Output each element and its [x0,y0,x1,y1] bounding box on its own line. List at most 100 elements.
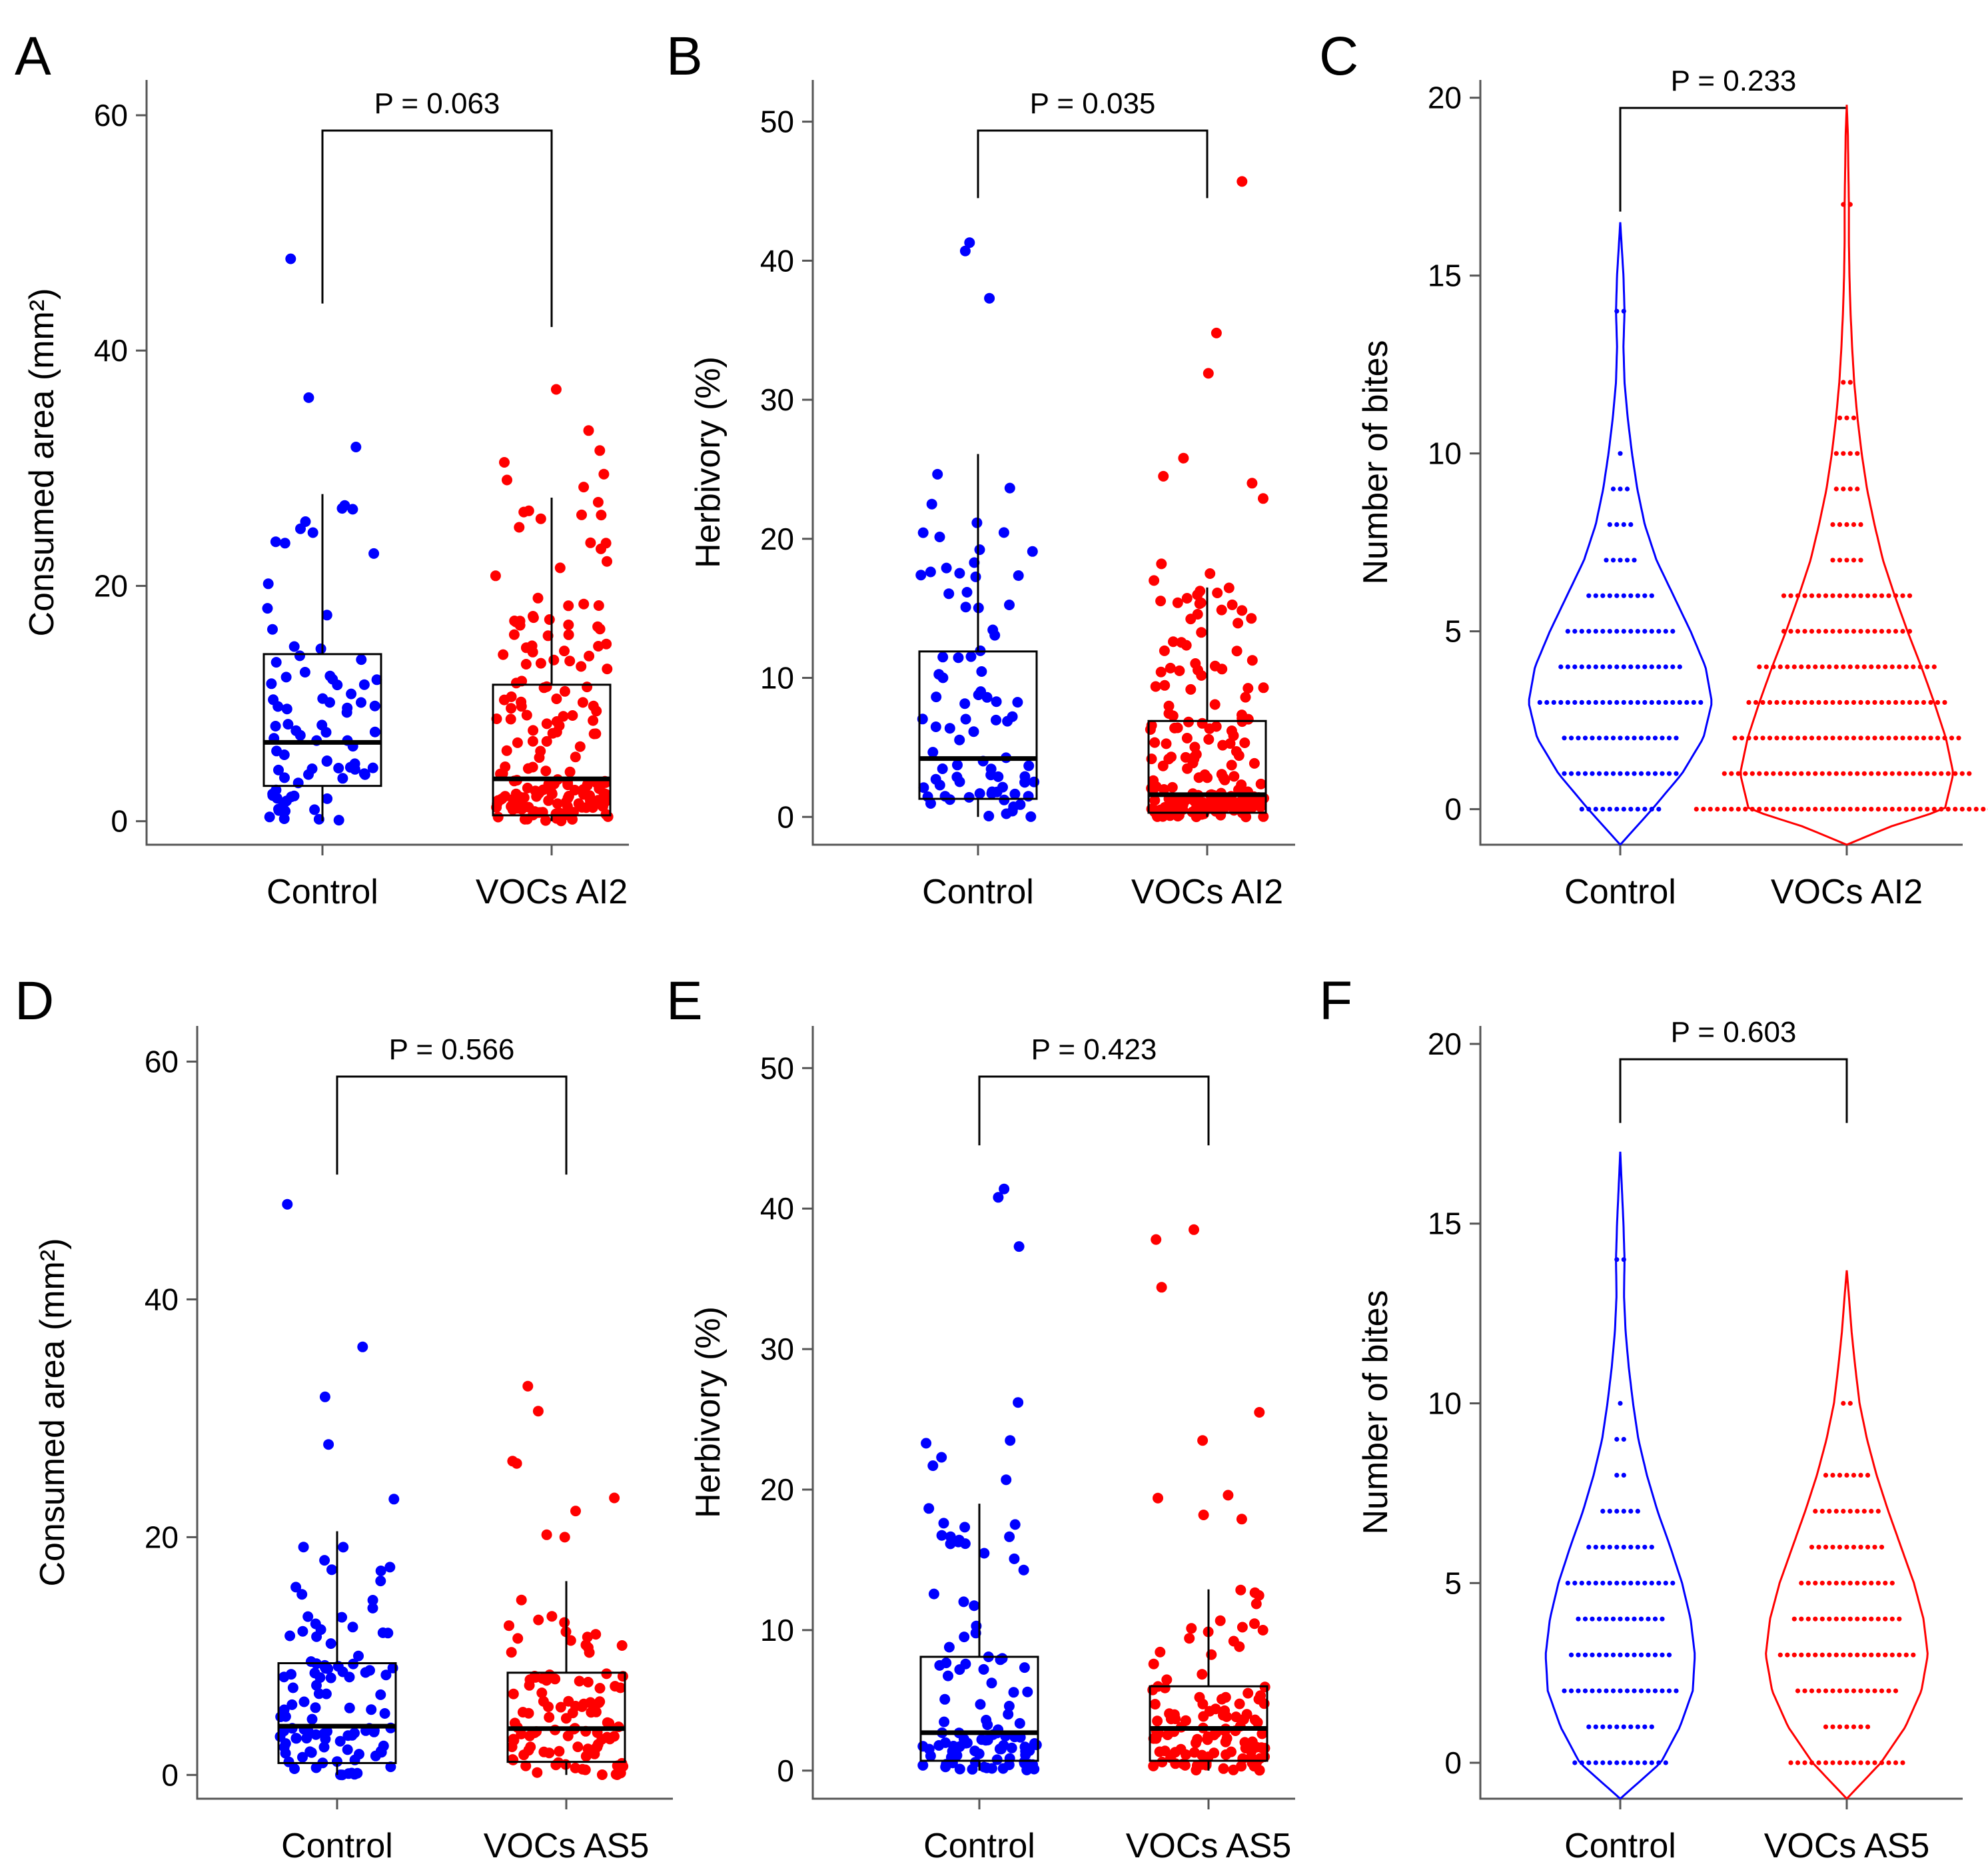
data-point [959,245,971,256]
data-point [1670,1580,1676,1586]
data-point [1596,1688,1602,1693]
data-point [927,747,939,758]
data-point [1851,1688,1857,1693]
data-point [1886,593,1891,598]
data-point [1237,605,1248,616]
data-point [1841,486,1846,492]
data-point [1879,593,1885,598]
data-point [1239,737,1250,748]
data-point [1192,609,1203,620]
data-point [319,1661,330,1673]
plot-area [262,253,614,827]
data-point [1576,771,1581,776]
data-point [310,1618,321,1630]
x-category-label: Control [266,873,378,911]
data-point [1855,1616,1860,1622]
data-point [596,1769,608,1780]
data-point [498,649,509,660]
data-point [1809,735,1815,741]
data-point [1925,807,1930,812]
data-point [1865,1472,1871,1478]
data-point [282,1198,293,1210]
y-tick-label: 40 [145,1282,179,1316]
data-point [1586,1760,1592,1765]
data-point [1607,664,1612,670]
data-point [1217,664,1228,675]
data-point [1757,807,1762,812]
data-point [1582,735,1588,741]
data-point [1199,769,1211,780]
data-point [1572,1580,1578,1586]
data-point [1897,1652,1902,1657]
data-point [1837,700,1843,705]
data-point [975,1699,986,1710]
data-point [1196,670,1207,681]
data-point [917,527,929,538]
data-point [1181,794,1192,805]
data-point [1851,735,1857,741]
data-point [1749,807,1755,812]
data-point [1646,1652,1651,1657]
data-point [1607,629,1612,634]
data-point [505,713,516,725]
data-point [1879,700,1885,705]
y-tick-label: 0 [777,1753,794,1788]
data-point [1235,1584,1246,1596]
data-point [1823,1688,1829,1693]
data-point [592,496,604,508]
data-point [1228,1764,1239,1775]
data-point [1610,771,1616,776]
data-point [1795,1760,1801,1765]
data-point [1959,807,1965,812]
data-point [554,562,566,574]
data-point [533,1614,544,1626]
data-point [1593,664,1598,670]
data-point [1604,1616,1609,1622]
data-point [1579,700,1584,705]
data-point [1872,1688,1877,1693]
data-point [601,638,612,650]
data-point [934,532,945,542]
data-point [1847,380,1853,385]
data-point [1833,1616,1839,1622]
data-point [522,782,533,793]
data-point [1167,781,1178,793]
data-point [280,1747,291,1759]
data-point [1855,1580,1860,1586]
data-point [1830,522,1835,528]
data-point [589,1748,600,1759]
data-point [1819,1652,1825,1657]
data-point [1785,807,1790,812]
data-point [1841,1400,1846,1406]
y-tick-label: 60 [94,98,128,133]
data-point [499,457,510,468]
data-point [520,1760,532,1771]
data-point [1861,1580,1867,1586]
data-point [1621,1472,1626,1478]
data-point [1628,1580,1634,1586]
data-point [347,1622,358,1633]
data-point [1649,629,1654,634]
data-point [1889,807,1895,812]
data-point [1582,771,1588,776]
data-point [522,763,534,774]
data-point [1694,807,1699,812]
data-point [1004,600,1015,610]
data-point [567,710,578,721]
data-point [1189,1747,1200,1758]
y-tick-label: 20 [1428,81,1462,115]
data-point [1823,629,1829,634]
data-point [1590,1652,1595,1657]
y-tick-label: 20 [94,568,128,603]
data-point [1791,664,1797,670]
data-point [1830,1724,1835,1729]
data-point [1858,1688,1863,1693]
data-point [506,703,517,714]
data-point [609,1492,620,1504]
data-point [1019,1757,1030,1769]
data-point [1939,771,1944,776]
significance-bracket [978,1075,1210,1146]
data-point [969,557,980,568]
data-point [991,1754,1003,1765]
data-point [1604,558,1609,563]
